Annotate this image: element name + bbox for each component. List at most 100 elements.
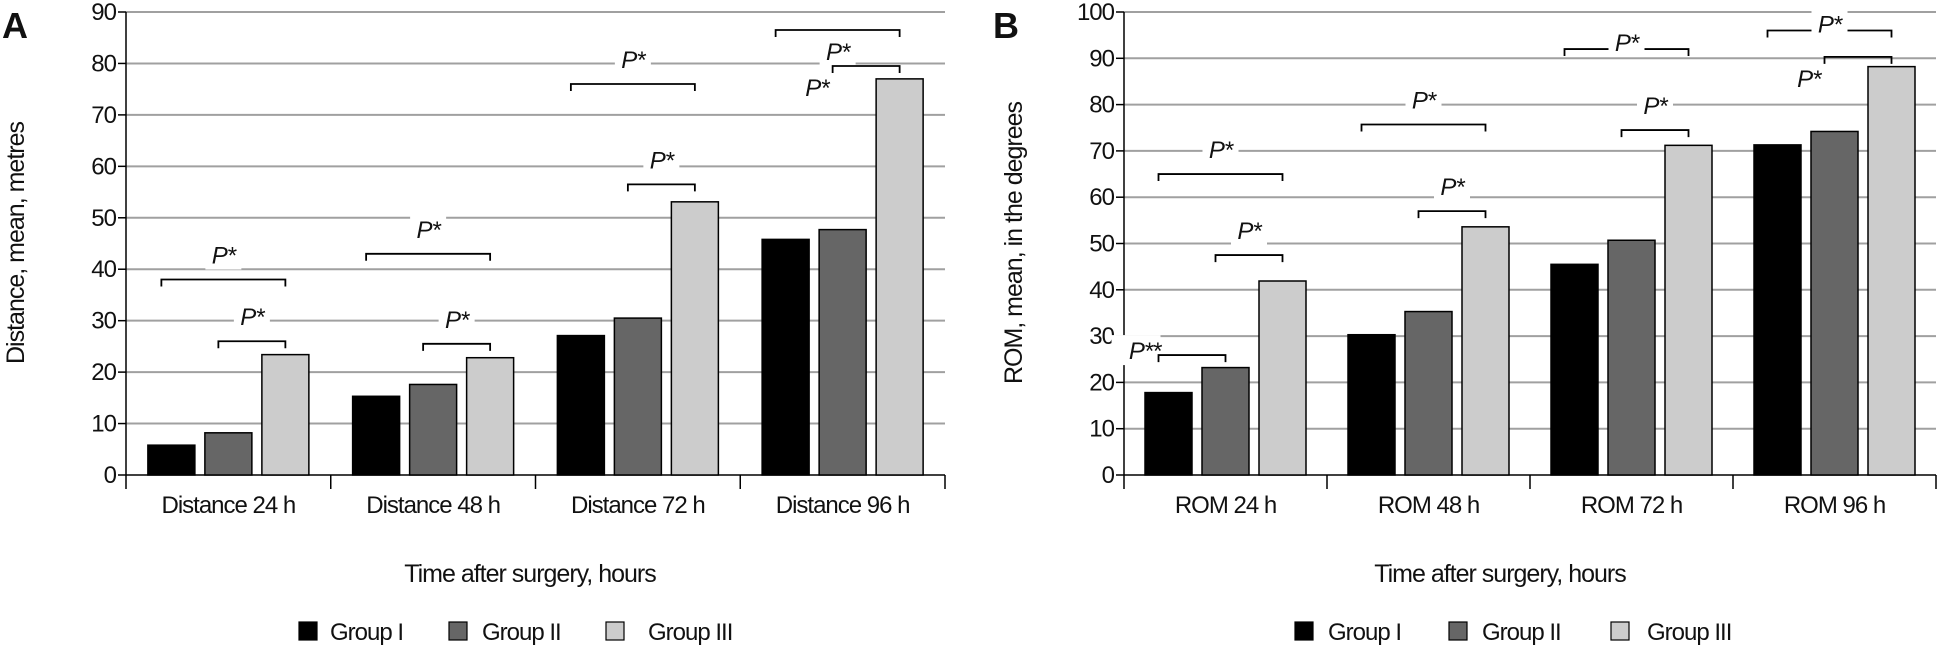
bracket-line — [569, 83, 696, 92]
x-tick-label: ROM 72 h — [1581, 492, 1682, 519]
bar-group-ii — [1607, 239, 1656, 476]
y-tick-label: 90 — [91, 0, 116, 26]
significance-bracket: P* — [217, 301, 287, 349]
x-tick-label: Distance 72 h — [571, 492, 705, 519]
bar-group-iii — [1258, 280, 1307, 476]
x-tick-label: Distance 48 h — [366, 492, 500, 519]
legend-label: Group I — [1328, 619, 1401, 646]
bracket-line — [422, 342, 492, 351]
bracket-line — [217, 340, 287, 349]
legend-label: Group II — [1482, 619, 1561, 646]
bar-group-i — [351, 395, 401, 476]
y-tick-label: 60 — [91, 153, 116, 180]
legend-swatch — [1448, 621, 1468, 641]
label-background — [1608, 27, 1645, 58]
bar-group-iii — [1867, 65, 1916, 476]
y-tick-label: 100 — [1077, 0, 1115, 26]
significance-label: P* — [212, 243, 237, 270]
significance-bracket: P* — [422, 303, 492, 351]
label-background — [643, 144, 680, 175]
label-background — [1202, 134, 1239, 165]
significance-bracket: P* — [1784, 56, 1893, 93]
panel-label-b: B — [993, 5, 1019, 46]
y-tick-label: 50 — [1089, 231, 1114, 258]
label-background — [1405, 84, 1442, 115]
label-background — [205, 239, 242, 270]
significance-bracket: P** — [1111, 335, 1227, 366]
x-tick-label: ROM 48 h — [1378, 492, 1479, 519]
bar-group-i — [761, 238, 810, 476]
y-tick-label: 0 — [104, 462, 117, 489]
label-background — [819, 36, 856, 67]
bracket-line — [1766, 29, 1893, 38]
x-tick-label: ROM 96 h — [1784, 492, 1885, 519]
significance-bracket: P* — [1157, 134, 1284, 182]
legend-label: Group I — [330, 619, 403, 646]
significance-label: P* — [826, 39, 851, 66]
bar-group-i — [147, 444, 196, 476]
bracket-line — [774, 29, 901, 38]
bracket-line — [1214, 254, 1284, 263]
legend-swatch — [1610, 621, 1630, 641]
y-axis-title-a: Distance, mean, metres — [2, 122, 30, 364]
significance-bracket: P* — [626, 144, 696, 192]
label-background — [1111, 335, 1161, 366]
y-tick-label: 0 — [1102, 462, 1115, 489]
legend-swatch — [605, 621, 625, 641]
label-background — [410, 213, 447, 244]
bar-group-i — [1144, 391, 1193, 476]
legend-label: Group III — [1647, 619, 1731, 646]
bar-group-i — [556, 334, 606, 476]
significance-bracket: P* — [1214, 215, 1284, 263]
bar-group-ii — [408, 383, 458, 476]
significance-label: P* — [1412, 88, 1437, 115]
y-tick-label: 70 — [1089, 138, 1114, 165]
chart-a: A Distance, mean, metres Time after surg… — [2, 0, 946, 646]
label-background — [792, 72, 829, 103]
significance-bracket: P* — [792, 65, 901, 103]
significance-label: P* — [1209, 137, 1234, 164]
significance-bracket: P* — [1620, 90, 1690, 138]
label-background — [1434, 171, 1470, 202]
significance-bracket: P* — [365, 213, 492, 261]
label-background — [1784, 62, 1821, 93]
significance-bracket: P* — [569, 44, 696, 92]
significance-label: P* — [650, 147, 675, 174]
legend-label: Group III — [648, 619, 732, 646]
significance-label: P* — [1237, 218, 1262, 245]
significance-label: P* — [240, 304, 265, 331]
x-tick-label: Distance 96 h — [776, 492, 910, 519]
significance-label: P* — [621, 47, 646, 74]
panel-label-a: A — [2, 5, 28, 46]
y-tick-label: 10 — [1089, 416, 1114, 443]
label-background — [1231, 215, 1267, 246]
significance-bracket: P* — [160, 239, 287, 287]
bar-group-iii — [1461, 226, 1510, 476]
label-background — [1811, 8, 1848, 39]
significance-label: P* — [416, 217, 441, 244]
bar-group-ii — [613, 317, 663, 476]
bar-group-ii — [1404, 310, 1453, 476]
chart-b: B ROM, mean, in the degrees Time after s… — [993, 0, 1937, 646]
bar-group-iii — [465, 356, 515, 476]
x-tick-label: Distance 24 h — [161, 492, 295, 519]
y-tick-label: 60 — [1089, 184, 1114, 211]
bracket-line — [626, 183, 696, 192]
significance-label: P* — [805, 75, 830, 102]
bracket-line — [1620, 129, 1690, 138]
y-tick-label: 30 — [1089, 323, 1114, 350]
x-axis-title-b: Time after surgery, hours — [1374, 560, 1626, 588]
bar-group-iii — [670, 201, 720, 476]
significance-label: P* — [445, 307, 470, 334]
bracket-line — [1563, 48, 1690, 57]
legend-swatch — [1294, 621, 1314, 641]
y-tick-label: 40 — [1089, 277, 1114, 304]
significance-bracket: P* — [1563, 27, 1690, 58]
bracket-line — [1157, 173, 1284, 182]
bar-group-i — [1347, 333, 1396, 476]
y-tick-label: 90 — [1089, 45, 1114, 72]
x-axis-title-a: Time after surgery, hours — [404, 560, 656, 588]
significance-bracket: P* — [774, 29, 901, 67]
significance-label: P* — [1440, 174, 1465, 201]
